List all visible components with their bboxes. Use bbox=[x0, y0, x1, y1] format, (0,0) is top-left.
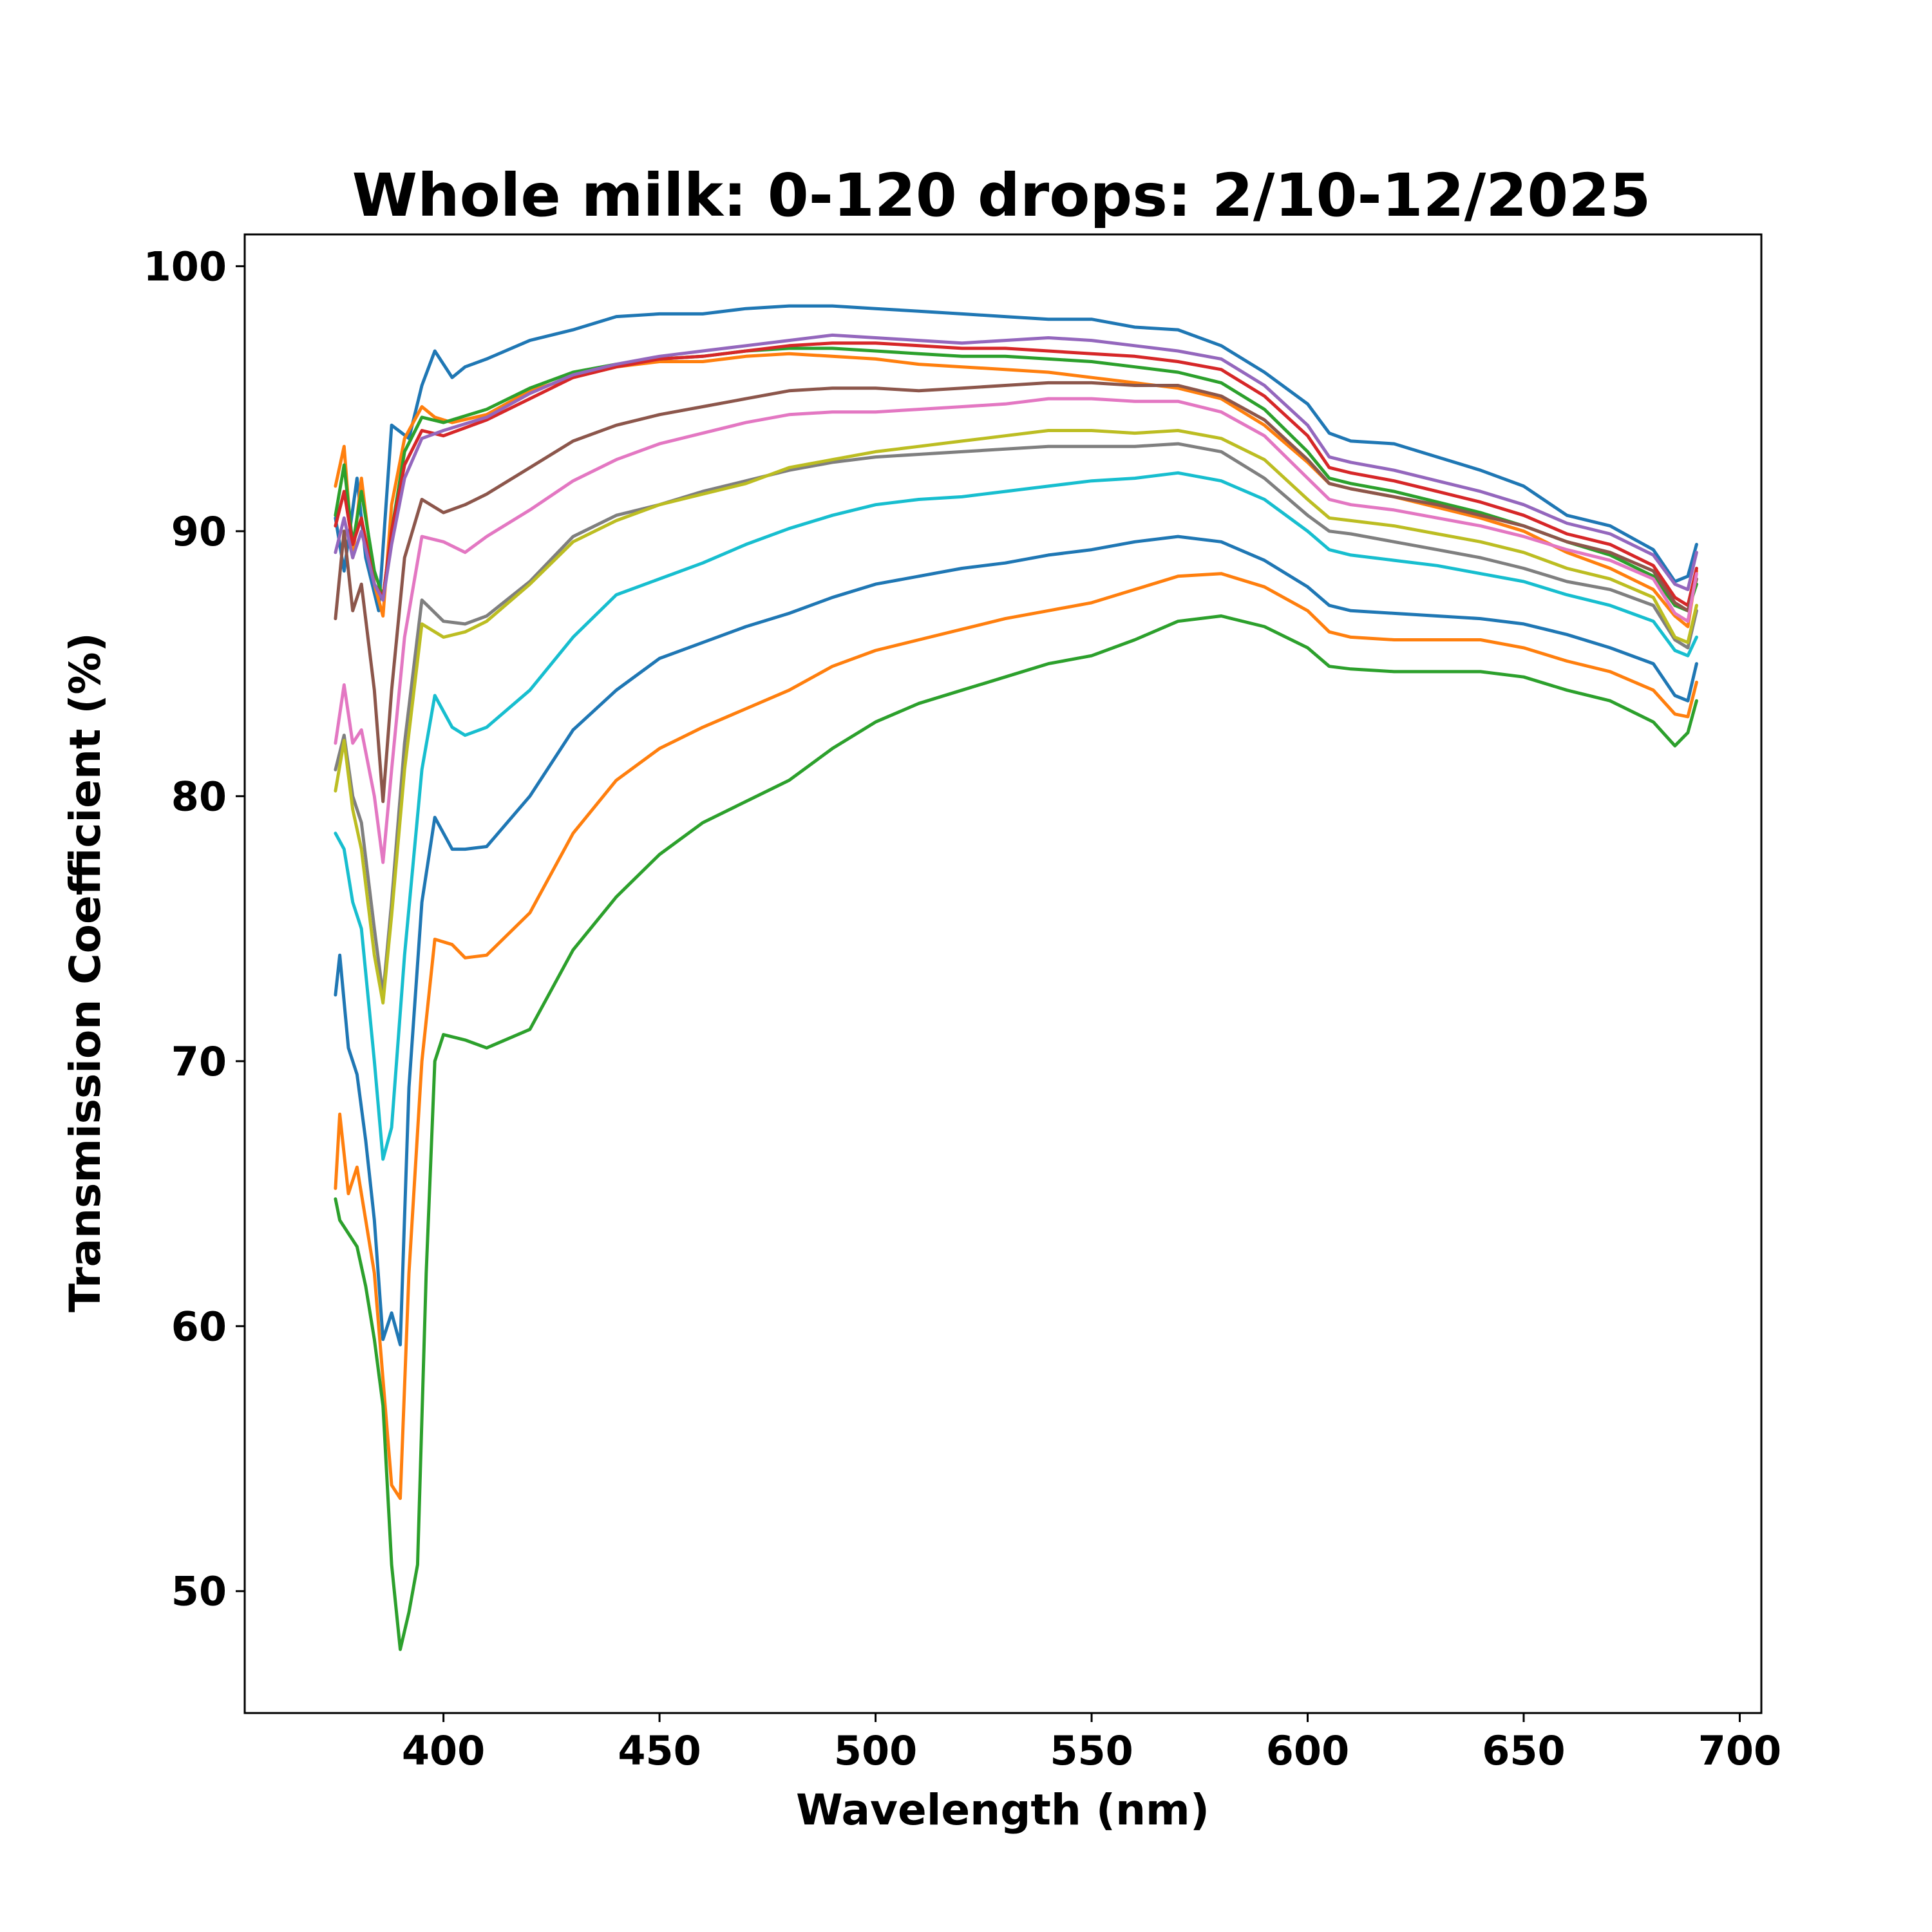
series-line-7 bbox=[334, 397, 1698, 864]
series-layer bbox=[334, 304, 1698, 1651]
x-tick-label: 450 bbox=[618, 1727, 701, 1774]
y-tick-label: 90 bbox=[171, 508, 227, 555]
series-line-6 bbox=[334, 381, 1698, 803]
series-line-8 bbox=[334, 442, 1698, 997]
x-axis: 400 450 500 550 600 650 700 bbox=[402, 1713, 1781, 1774]
y-tick-label: 60 bbox=[171, 1303, 227, 1350]
x-tick-label: 600 bbox=[1266, 1727, 1349, 1774]
chart-title: Whole milk: 0-120 drops: 2/10-12/2025 bbox=[352, 161, 1651, 230]
x-tick-label: 400 bbox=[402, 1727, 485, 1774]
x-tick-label: 550 bbox=[1050, 1727, 1133, 1774]
y-tick-label: 70 bbox=[171, 1038, 227, 1085]
series-line-9 bbox=[334, 429, 1698, 1005]
x-axis-label: Wavelength (nm) bbox=[796, 1785, 1209, 1835]
plot-frame bbox=[243, 233, 1763, 1714]
x-tick-label: 650 bbox=[1482, 1727, 1565, 1774]
series-line-5 bbox=[334, 333, 1698, 602]
x-tick-label: 700 bbox=[1698, 1727, 1781, 1774]
series-line-10 bbox=[334, 471, 1698, 1161]
series-line-11 bbox=[334, 535, 1698, 1347]
y-axis: 50 60 70 80 90 100 bbox=[144, 243, 245, 1615]
series-line-1 bbox=[334, 304, 1698, 612]
y-tick-label: 50 bbox=[171, 1568, 227, 1615]
series-line-13 bbox=[334, 614, 1698, 1651]
x-tick-label: 500 bbox=[834, 1727, 917, 1774]
y-tick-label: 100 bbox=[144, 243, 227, 290]
y-axis-label: Transmission Coefficient (%) bbox=[61, 632, 110, 1312]
series-line-3 bbox=[334, 346, 1698, 612]
series-line-12 bbox=[334, 572, 1698, 1501]
series-line-2 bbox=[334, 352, 1698, 629]
series-line-4 bbox=[334, 341, 1698, 607]
y-tick-label: 80 bbox=[171, 773, 227, 820]
